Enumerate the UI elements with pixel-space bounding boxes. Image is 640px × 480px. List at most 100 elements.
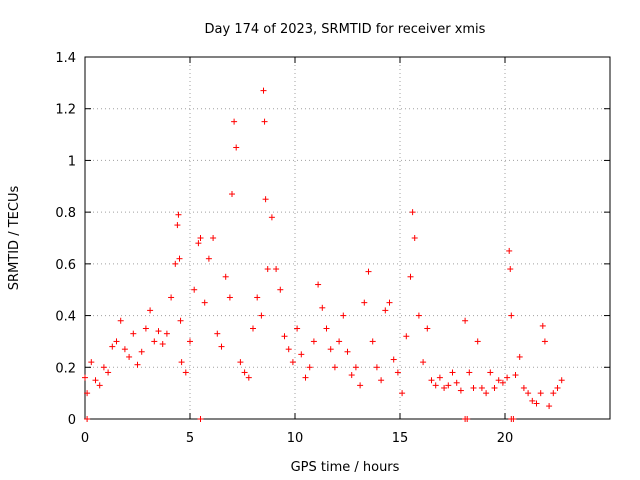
data-point: [130, 330, 137, 337]
data-point: [520, 384, 527, 391]
data-point: [205, 255, 212, 262]
data-point: [483, 390, 490, 397]
data-point: [178, 359, 185, 366]
data-point: [229, 191, 235, 198]
data-point: [436, 374, 443, 381]
data-point: [254, 294, 261, 301]
data-point: [533, 400, 540, 407]
data-point: [340, 312, 347, 319]
data-point: [147, 307, 154, 314]
data-point: [191, 286, 198, 293]
x-tick-label: 5: [186, 431, 194, 446]
data-point: [554, 384, 561, 391]
data-point: [474, 338, 481, 345]
x-tick-label: 15: [392, 431, 409, 446]
data-point: [441, 384, 448, 391]
data-point: [201, 299, 208, 306]
y-axis-label: SRMTID / TECUs: [7, 186, 22, 291]
data-point: [411, 235, 418, 241]
data-point: [197, 235, 204, 241]
data-point: [126, 353, 133, 360]
data-point: [507, 266, 514, 273]
data-point: [550, 390, 557, 397]
data-point: [294, 325, 301, 332]
data-point: [163, 330, 170, 337]
x-tick-label: 0: [81, 431, 89, 446]
data-point: [409, 209, 416, 216]
data-point: [403, 333, 410, 340]
data-point: [306, 364, 313, 371]
data-point: [487, 369, 494, 376]
data-point: [285, 346, 292, 353]
data-point: [327, 346, 334, 353]
data-point: [331, 364, 338, 371]
data-point: [424, 325, 431, 332]
x-axis-label: GPS time / hours: [291, 460, 400, 475]
y-tick-label: 1.4: [55, 51, 76, 66]
data-point: [138, 348, 145, 355]
data-point: [172, 260, 179, 267]
data-point: [407, 273, 414, 280]
ticks: 0 0.2 0.4 0.6 0.8 1 1.2 1.4 0 5 10 15 20: [55, 51, 610, 446]
data-point: [510, 416, 517, 422]
data-point: [516, 353, 523, 360]
data-point: [109, 343, 116, 350]
y-tick-label: 0.6: [55, 258, 76, 273]
data-point: [428, 377, 435, 384]
data-point: [499, 379, 506, 386]
data-point: [415, 312, 422, 319]
data-point: [134, 361, 141, 368]
y-tick-label: 0: [68, 413, 76, 428]
data-point: [432, 382, 439, 389]
data-point: [117, 317, 124, 324]
data-point: [222, 273, 229, 280]
data-point: [462, 317, 469, 324]
data-point: [310, 338, 317, 345]
data-point: [214, 330, 221, 337]
data-point: [541, 338, 548, 345]
data-point: [281, 333, 288, 340]
data-point: [250, 325, 256, 332]
data-point: [260, 87, 267, 94]
data-point: [529, 397, 536, 404]
data-point: [142, 325, 149, 332]
grid: [85, 57, 610, 419]
data-point: [352, 364, 359, 371]
data-point: [478, 384, 485, 391]
data-point: [420, 359, 427, 366]
data-point: [319, 304, 326, 311]
data-point: [187, 338, 193, 345]
data-point: [174, 222, 181, 229]
data-point: [373, 364, 380, 371]
data-point: [399, 390, 406, 397]
data-point: [378, 377, 385, 384]
data-point: [218, 343, 225, 350]
data-point: [394, 369, 401, 376]
data-point: [241, 369, 248, 376]
plot-area: [85, 57, 610, 419]
data-point: [92, 377, 99, 384]
data-point: [289, 359, 296, 366]
plot-frame: [84, 56, 611, 420]
data-point: [382, 307, 389, 314]
data-point: [457, 387, 464, 394]
data-point: [348, 372, 355, 379]
data-point: [491, 384, 498, 391]
data-point: [177, 317, 184, 324]
data-point: [361, 299, 368, 306]
data-point: [546, 403, 553, 410]
data-point: [96, 382, 103, 389]
data-point: [323, 325, 330, 332]
data-point: [264, 266, 271, 273]
y-tick-label: 1.2: [55, 103, 76, 118]
data-point: [84, 390, 91, 397]
y-tick-label: 1: [68, 154, 76, 169]
chart-title: Day 174 of 2023, SRMTID for receiver xmi…: [205, 22, 486, 37]
data-point: [365, 268, 372, 275]
data-point: [466, 369, 473, 376]
data-point: [464, 416, 471, 422]
data-point: [113, 338, 120, 345]
data-point: [277, 286, 284, 293]
data-point: [453, 379, 460, 386]
data-point: [512, 372, 519, 379]
